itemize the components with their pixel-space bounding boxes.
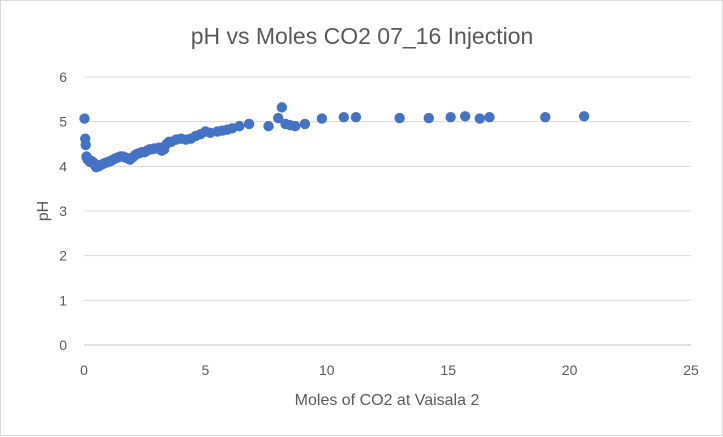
data-point: [316, 113, 328, 124]
data-point: [459, 111, 471, 122]
y-tick-label: 0: [59, 337, 67, 353]
y-tick-label: 4: [59, 158, 67, 174]
data-point: [243, 118, 255, 130]
data-point: [299, 118, 311, 130]
x-tick-label: 20: [562, 362, 578, 378]
data-point: [445, 112, 456, 123]
data-point: [540, 112, 551, 123]
data-point: [423, 112, 434, 124]
data-point: [474, 113, 485, 124]
y-tick-label: 3: [59, 203, 67, 219]
data-point: [79, 113, 90, 124]
data-point: [350, 112, 362, 123]
x-axis-ticks: 0 5 10 15 20 25: [80, 362, 699, 378]
data-point: [263, 120, 274, 132]
data-point: [273, 112, 284, 124]
chart-title: pH vs Moles CO2 07_16 Injection: [191, 23, 534, 49]
data-point: [80, 139, 91, 151]
y-tick-label: 2: [59, 248, 67, 264]
data-point: [578, 111, 590, 122]
y-axis-label: pH: [35, 201, 52, 221]
gridlines: [84, 76, 691, 346]
x-tick-label: 0: [80, 362, 88, 378]
y-tick-label: 5: [59, 114, 67, 130]
x-tick-label: 25: [683, 362, 699, 378]
x-axis-label: Moles of CO2 at Vaisala 2: [295, 392, 480, 409]
data-point: [234, 120, 245, 132]
x-tick-label: 5: [202, 362, 210, 378]
x-tick-label: 10: [319, 362, 335, 378]
data-point: [276, 102, 288, 113]
data-points: [79, 102, 590, 173]
data-point: [394, 112, 405, 124]
y-axis-ticks: 0 1 2 3 4 5 6: [59, 69, 67, 353]
data-point: [484, 112, 495, 123]
data-point: [290, 120, 301, 132]
x-tick-label: 15: [440, 362, 456, 378]
data-point: [338, 112, 349, 123]
y-tick-label: 6: [59, 69, 67, 85]
y-tick-label: 1: [59, 292, 67, 308]
